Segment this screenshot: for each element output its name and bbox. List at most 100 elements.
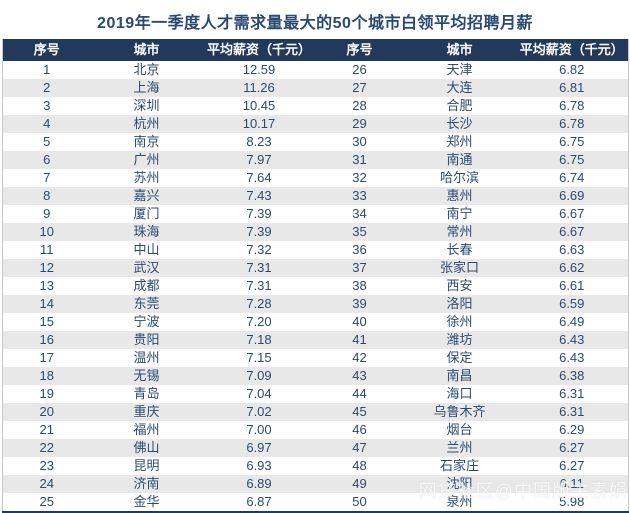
salary-cell: 6.82 [559, 62, 585, 77]
city-cell: 金华 [133, 494, 160, 509]
city-cell: 温州 [133, 350, 160, 365]
city-cell: 苏州 [133, 170, 160, 185]
table-header: 序号 城市 平均薪资（千元） 序号 城市 平均薪资（千元） [2, 39, 629, 61]
salary-cell: 6.61 [559, 278, 585, 293]
city-cell: 贵阳 [133, 332, 160, 347]
page-title: 2019年一季度人才需求量最大的50个城市白领平均招聘月薪 [97, 15, 533, 32]
table-row: 9 厦门 7.39 34 南宁 6.67 [2, 205, 629, 223]
city-cell: 大连 [446, 80, 473, 95]
city-cell: 惠州 [446, 188, 473, 203]
rank-cell: 40 [352, 314, 367, 329]
salary-cell: 7.09 [246, 368, 272, 383]
city-cell: 南通 [446, 152, 473, 167]
table-row: 24 济南 6.89 49 沈阳 6.11 [2, 475, 629, 493]
salary-cell: 6.67 [559, 206, 585, 221]
column-header-salary-right: 平均薪资（千元） [515, 39, 629, 61]
city-cell: 合肥 [446, 98, 473, 113]
salary-cell: 11.26 [243, 80, 275, 95]
salary-cell: 7.32 [246, 242, 272, 257]
rank-cell: 6 [43, 152, 51, 167]
rank-cell: 27 [352, 80, 367, 95]
rank-cell: 37 [352, 260, 367, 275]
table-row: 21 福州 7.00 46 烟台 6.29 [2, 421, 629, 439]
city-cell: 济南 [133, 476, 160, 491]
salary-cell: 6.69 [559, 188, 585, 203]
rank-cell: 7 [43, 170, 51, 185]
table-row: 12 武汉 7.31 37 张家口 6.62 [2, 259, 629, 277]
city-cell: 徐州 [446, 314, 473, 329]
city-cell: 潍坊 [446, 332, 473, 347]
table-row: 2 上海 11.26 27 大连 6.81 [2, 79, 629, 97]
rank-cell: 42 [352, 350, 367, 365]
city-cell: 沈阳 [446, 476, 473, 491]
rank-cell: 20 [39, 404, 54, 419]
rank-cell: 16 [39, 332, 54, 347]
salary-cell: 7.39 [246, 224, 272, 239]
column-header-city-left: 城市 [90, 39, 203, 61]
salary-cell: 6.43 [559, 350, 585, 365]
salary-cell: 7.15 [246, 350, 272, 365]
table-row: 3 深圳 10.45 28 合肥 6.78 [2, 97, 629, 115]
salary-cell: 6.38 [559, 368, 585, 383]
salary-cell: 6.75 [559, 134, 585, 149]
salary-cell: 6.27 [559, 440, 585, 455]
column-header-salary-left: 平均薪资（千元） [202, 39, 316, 61]
salary-cell: 7.43 [246, 188, 272, 203]
salary-cell: 6.62 [559, 260, 585, 275]
salary-cell: 6.97 [246, 440, 272, 455]
rank-cell: 2 [43, 80, 51, 95]
city-cell: 珠海 [133, 224, 160, 239]
city-cell: 长沙 [446, 116, 473, 131]
city-cell: 南京 [133, 134, 160, 149]
salary-cell: 10.17 [242, 116, 276, 131]
city-cell: 杭州 [133, 116, 160, 131]
table-row: 23 昆明 6.93 48 石家庄 6.27 [2, 457, 629, 475]
rank-cell: 5 [43, 134, 51, 149]
city-cell: 宁波 [133, 314, 160, 329]
salary-cell: 12.59 [242, 62, 276, 77]
city-cell: 深圳 [133, 98, 160, 113]
rank-cell: 41 [352, 332, 367, 347]
table-row: 1 北京 12.59 26 天津 6.82 [2, 61, 629, 79]
rank-cell: 18 [39, 368, 54, 383]
table-row: 19 青岛 7.04 44 海口 6.31 [2, 385, 629, 403]
salary-cell: 7.97 [246, 152, 272, 167]
salary-cell: 6.43 [559, 332, 585, 347]
rank-cell: 49 [352, 476, 367, 491]
table-row: 16 贵阳 7.18 41 潍坊 6.43 [2, 331, 629, 349]
city-cell: 石家庄 [439, 458, 479, 473]
rank-cell: 44 [352, 386, 367, 401]
rank-cell: 25 [39, 494, 54, 509]
rank-cell: 23 [39, 458, 54, 473]
rank-cell: 24 [39, 476, 54, 491]
city-cell: 泉州 [446, 494, 473, 509]
table-row: 20 重庆 7.02 45 乌鲁木齐 6.31 [2, 403, 629, 421]
rank-cell: 10 [39, 224, 54, 239]
rank-cell: 46 [352, 422, 367, 437]
table-body: 1 北京 12.59 26 天津 6.82 2 上海 11.26 27 大连 6.81 3 深圳 10.45… [2, 61, 629, 512]
salary-cell: 6.87 [246, 494, 272, 509]
table-row: 13 成都 7.31 38 西安 6.61 [2, 277, 629, 295]
city-cell: 广州 [133, 152, 160, 167]
rank-cell: 30 [352, 134, 367, 149]
salary-cell: 6.78 [559, 98, 585, 113]
salary-cell: 7.00 [246, 422, 272, 437]
city-cell: 郑州 [446, 134, 473, 149]
rank-cell: 21 [39, 422, 54, 437]
city-cell: 哈尔滨 [439, 170, 479, 185]
table-row: 8 嘉兴 7.43 33 惠州 6.69 [2, 187, 629, 205]
table-row: 10 珠海 7.39 35 常州 6.67 [2, 223, 629, 241]
rank-cell: 26 [352, 62, 367, 77]
rank-cell: 35 [352, 224, 367, 239]
salary-cell: 5.98 [559, 494, 585, 509]
salary-cell: 6.29 [559, 422, 585, 437]
city-cell: 保定 [446, 350, 473, 365]
salary-cell: 7.28 [246, 296, 272, 311]
city-cell: 嘉兴 [133, 188, 160, 203]
city-cell: 上海 [133, 80, 160, 95]
rank-cell: 12 [39, 260, 54, 275]
table-row: 7 苏州 7.64 32 哈尔滨 6.74 [2, 169, 629, 187]
rank-cell: 17 [39, 350, 54, 365]
salary-cell: 7.31 [246, 278, 272, 293]
rank-cell: 50 [352, 494, 367, 509]
